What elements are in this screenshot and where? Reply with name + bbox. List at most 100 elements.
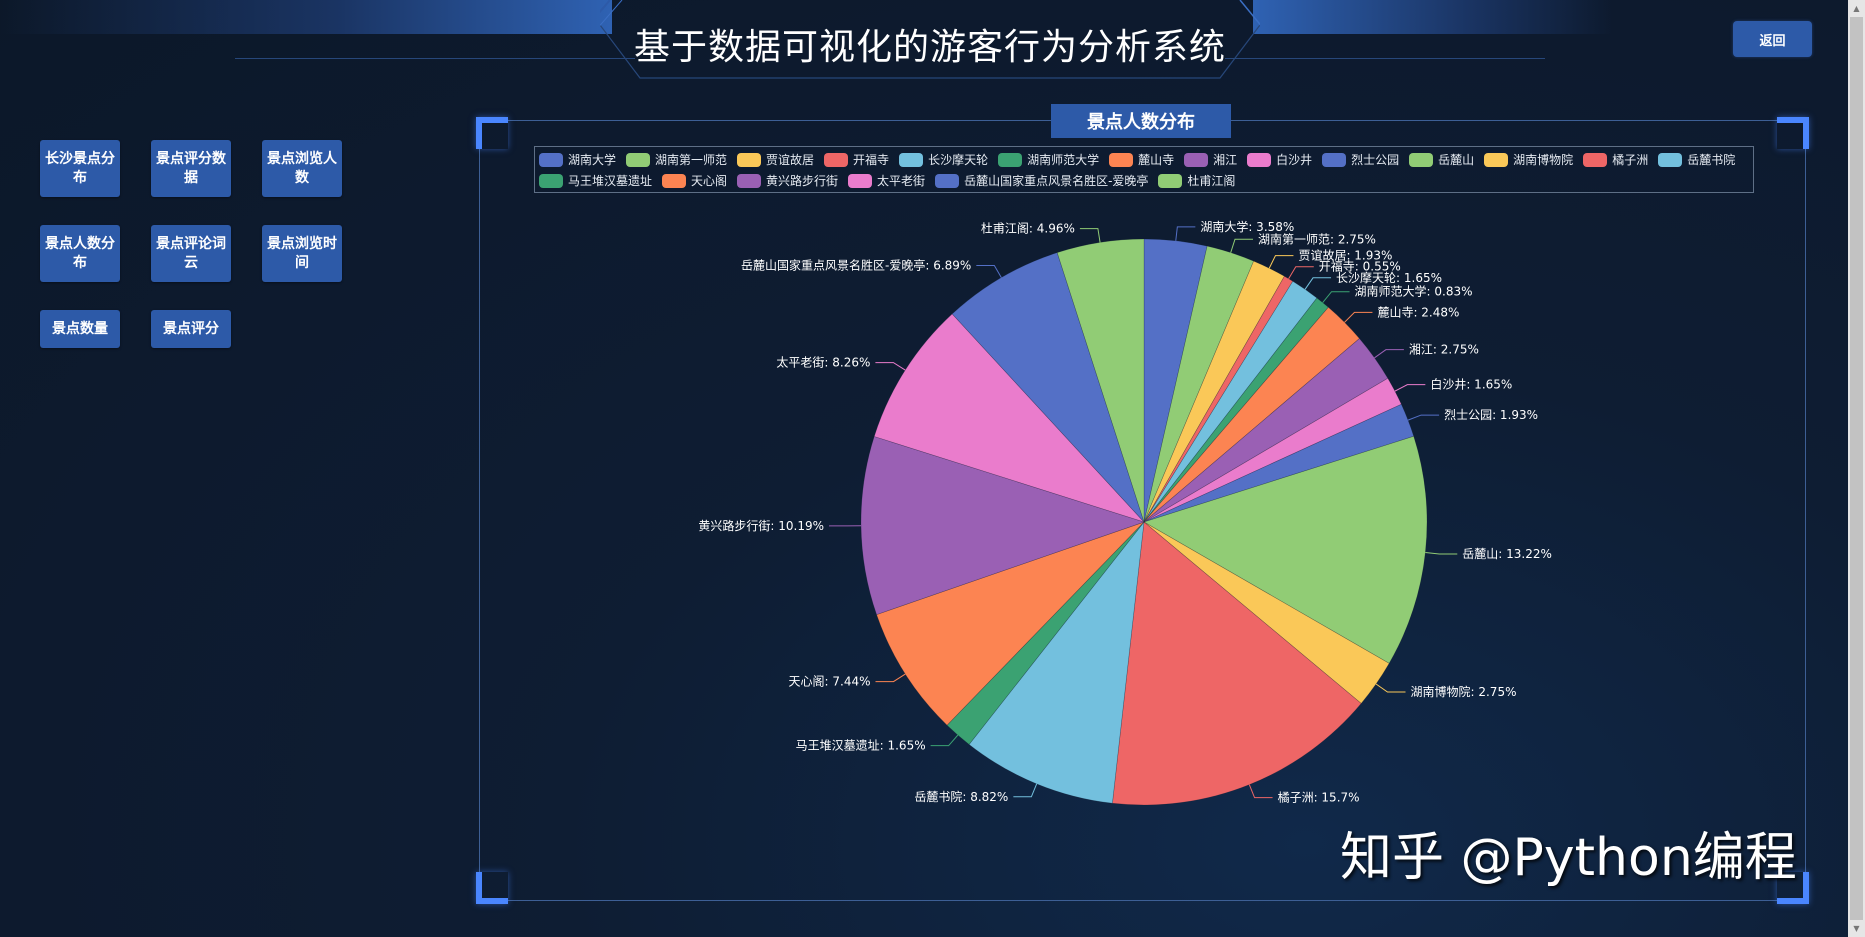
- pie-label: 湖南第一师范: 2.75%: [1258, 231, 1376, 246]
- legend-item[interactable]: 太平老街: [848, 170, 925, 191]
- pie-label: 太平老街: 8.26%: [776, 355, 870, 370]
- pie-label-line: [1304, 277, 1332, 290]
- pie-label-line: [875, 673, 906, 683]
- legend-label: 天心阁: [691, 174, 728, 188]
- legend-swatch-icon: [1184, 152, 1209, 167]
- legend-item[interactable]: 湖南大学: [539, 149, 616, 170]
- legend-label: 湘江: [1213, 153, 1238, 167]
- pie-slice[interactable]: [968, 520, 1145, 804]
- pie-label-line: [1013, 783, 1038, 798]
- pie-label-line: [1374, 349, 1404, 359]
- legend-label: 贾谊故居: [766, 153, 815, 167]
- pie-label: 天心阁: 7.44%: [789, 675, 871, 689]
- legend-label: 太平老街: [877, 174, 926, 188]
- legend-item[interactable]: 杜甫江阁: [1158, 170, 1235, 191]
- pie-label: 开福寺: 0.55%: [1319, 259, 1401, 274]
- legend-label: 烈士公园: [1351, 153, 1400, 167]
- pie-label-line: [1394, 384, 1426, 392]
- legend-swatch-icon: [824, 152, 849, 167]
- pie-label: 马王堆汉墓遗址: 1.65%: [796, 739, 926, 753]
- nav-button-spot-rating[interactable]: 景点评分: [151, 310, 231, 348]
- pie-label-line: [875, 362, 906, 371]
- pie-label: 杜甫江阁: 4.96%: [981, 221, 1075, 236]
- back-button[interactable]: 返回: [1733, 21, 1812, 57]
- pie-slice[interactable]: [1143, 260, 1285, 523]
- pie-label-line: [1268, 255, 1294, 269]
- legend-item[interactable]: 马王堆汉墓遗址: [539, 170, 652, 191]
- panel-corner-bottom-right: [1777, 872, 1809, 904]
- pie-slice[interactable]: [1143, 297, 1329, 523]
- legend-swatch-icon: [1322, 152, 1347, 167]
- pie-label: 岳麓山国家重点风景名胜区-爱晚亭: 6.89%: [741, 257, 971, 272]
- legend-item[interactable]: 湖南师范大学: [998, 149, 1099, 170]
- legend-item[interactable]: 黄兴路步行街: [737, 170, 838, 191]
- legend-label: 开福寺: [853, 153, 890, 167]
- panel-title: 景点人数分布: [1051, 104, 1231, 138]
- pie-label-line: [930, 734, 959, 747]
- header-line-left: [235, 58, 635, 59]
- nav-button-view-count[interactable]: 景点浏览人数: [262, 140, 342, 197]
- legend-item[interactable]: 贾谊故居: [737, 149, 814, 170]
- legend-swatch-icon: [1247, 152, 1272, 167]
- legend-item[interactable]: 麓山寺: [1109, 149, 1174, 170]
- scrollbar[interactable]: ▲ ▼: [1848, 0, 1865, 937]
- legend-label: 麓山寺: [1138, 153, 1175, 167]
- nav-button-comment-wordcloud[interactable]: 景点评论词云: [151, 225, 231, 282]
- scroll-up-icon[interactable]: ▲: [1853, 4, 1860, 13]
- legend-swatch-icon: [1409, 152, 1434, 167]
- pie-slice[interactable]: [1143, 238, 1208, 523]
- pie-slice[interactable]: [873, 313, 1145, 523]
- legend-swatch-icon: [848, 173, 873, 188]
- pie-slice[interactable]: [1056, 238, 1145, 523]
- legend-item[interactable]: 烈士公园: [1322, 149, 1399, 170]
- pie-slice[interactable]: [1143, 280, 1318, 523]
- legend-label: 黄兴路步行街: [766, 174, 839, 188]
- legend-swatch-icon: [539, 152, 563, 167]
- nav-button-changsha-distribution[interactable]: 长沙景点分布: [40, 140, 120, 197]
- header-decoration-left: [0, 0, 612, 34]
- pie-label-line: [1344, 311, 1373, 323]
- pie-slice[interactable]: [1143, 306, 1360, 523]
- legend-item[interactable]: 长沙摩天轮: [899, 149, 988, 170]
- legend-item[interactable]: 湖南第一师范: [626, 149, 727, 170]
- nav-button-visitor-distribution[interactable]: 景点人数分布: [40, 225, 120, 282]
- legend-swatch-icon: [1583, 152, 1608, 167]
- nav-button-spot-count[interactable]: 景点数量: [40, 310, 120, 348]
- legend-label: 岳麓书院: [1687, 153, 1736, 167]
- legend-swatch-icon: [935, 173, 960, 188]
- pie-slice[interactable]: [860, 436, 1145, 615]
- pie-slice[interactable]: [1143, 521, 1390, 704]
- legend-item[interactable]: 橘子洲: [1583, 149, 1648, 170]
- legend-swatch-icon: [1658, 152, 1683, 167]
- legend-item[interactable]: 岳麓山: [1409, 149, 1474, 170]
- legend-label: 岳麓山国家重点风景名胜区-爱晚亭: [964, 174, 1149, 188]
- legend-item[interactable]: 湖南博物院: [1484, 149, 1573, 170]
- pie-slice[interactable]: [1143, 435, 1428, 664]
- pie-slice[interactable]: [1143, 403, 1415, 523]
- legend-item[interactable]: 开福寺: [824, 149, 889, 170]
- legend-item[interactable]: 岳麓书院: [1658, 149, 1735, 170]
- header-line-right: [1225, 58, 1545, 59]
- legend-label: 白沙井: [1276, 153, 1313, 167]
- legend-swatch-icon: [539, 173, 563, 188]
- page-title: 基于数据可视化的游客行为分析系统: [633, 27, 1226, 68]
- legend-item[interactable]: 岳麓山国家重点风景名胜区-爱晚亭: [935, 170, 1148, 191]
- legend-item[interactable]: 湘江: [1184, 149, 1237, 170]
- legend-swatch-icon: [899, 152, 924, 167]
- pie-label: 岳麓山: 13.22%: [1462, 547, 1552, 561]
- pie-label-line: [1230, 238, 1253, 253]
- pie-slice[interactable]: [1143, 245, 1255, 523]
- legend-label: 杜甫江阁: [1187, 174, 1236, 188]
- legend-label: 湖南大学: [568, 153, 617, 167]
- scroll-thumb[interactable]: [1850, 17, 1863, 920]
- nav-button-view-time[interactable]: 景点浏览时间: [262, 225, 342, 282]
- pie-slice[interactable]: [951, 252, 1145, 523]
- legend-item[interactable]: 白沙井: [1247, 149, 1312, 170]
- pie-slice[interactable]: [946, 521, 1145, 745]
- nav-button-rating-data[interactable]: 景点评分数据: [151, 140, 231, 197]
- legend-item[interactable]: 天心阁: [662, 170, 727, 191]
- pie-slice[interactable]: [1143, 275, 1294, 523]
- panel-corner-bottom-left: [476, 872, 508, 904]
- pie-label: 贾谊故居: 1.93%: [1298, 248, 1392, 263]
- scroll-down-icon[interactable]: ▼: [1853, 924, 1860, 933]
